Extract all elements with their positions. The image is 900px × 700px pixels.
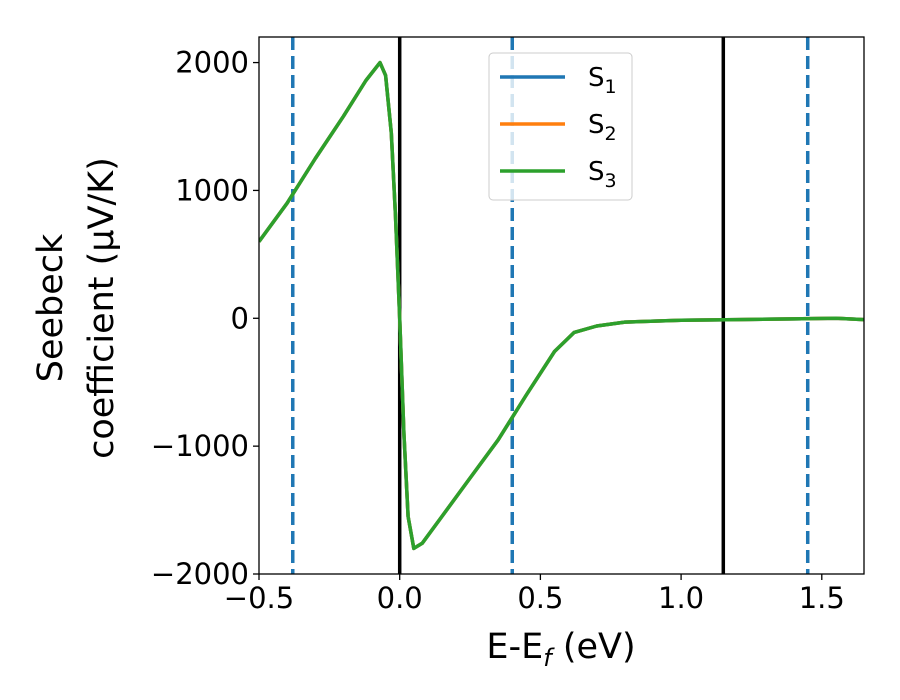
y-axis-label-line2: coefficient (μV/K) — [82, 157, 122, 459]
x-axis-label: E-Ef (eV) — [486, 627, 635, 672]
y-tick-label-0: −2000 — [151, 557, 249, 591]
y-tick-label-4: 2000 — [175, 46, 249, 80]
x-tick-label-2: 0.5 — [517, 581, 563, 615]
x-tick-label-4: 1.5 — [799, 581, 845, 615]
x-tick-label-1: 0.0 — [377, 581, 423, 615]
x-tick-label-0: −0.5 — [224, 581, 294, 615]
y-tick-label-3: 1000 — [175, 173, 249, 207]
legend-label-s2: S2 — [588, 110, 617, 145]
legend-box — [488, 52, 633, 201]
plot-frame — [258, 36, 865, 575]
y-tick-label-2: 0 — [231, 301, 249, 335]
legend-label-s3: S3 — [588, 157, 617, 192]
series-line-s3 — [259, 60, 864, 551]
x-tick-label-3: 1.0 — [658, 581, 704, 615]
legend: S1 S2 S3 — [488, 52, 633, 201]
y-tick-label-1: −1000 — [151, 429, 249, 463]
y-axis-label-line1: Seebeck — [31, 233, 71, 382]
legend-label-s1: S1 — [588, 63, 617, 98]
